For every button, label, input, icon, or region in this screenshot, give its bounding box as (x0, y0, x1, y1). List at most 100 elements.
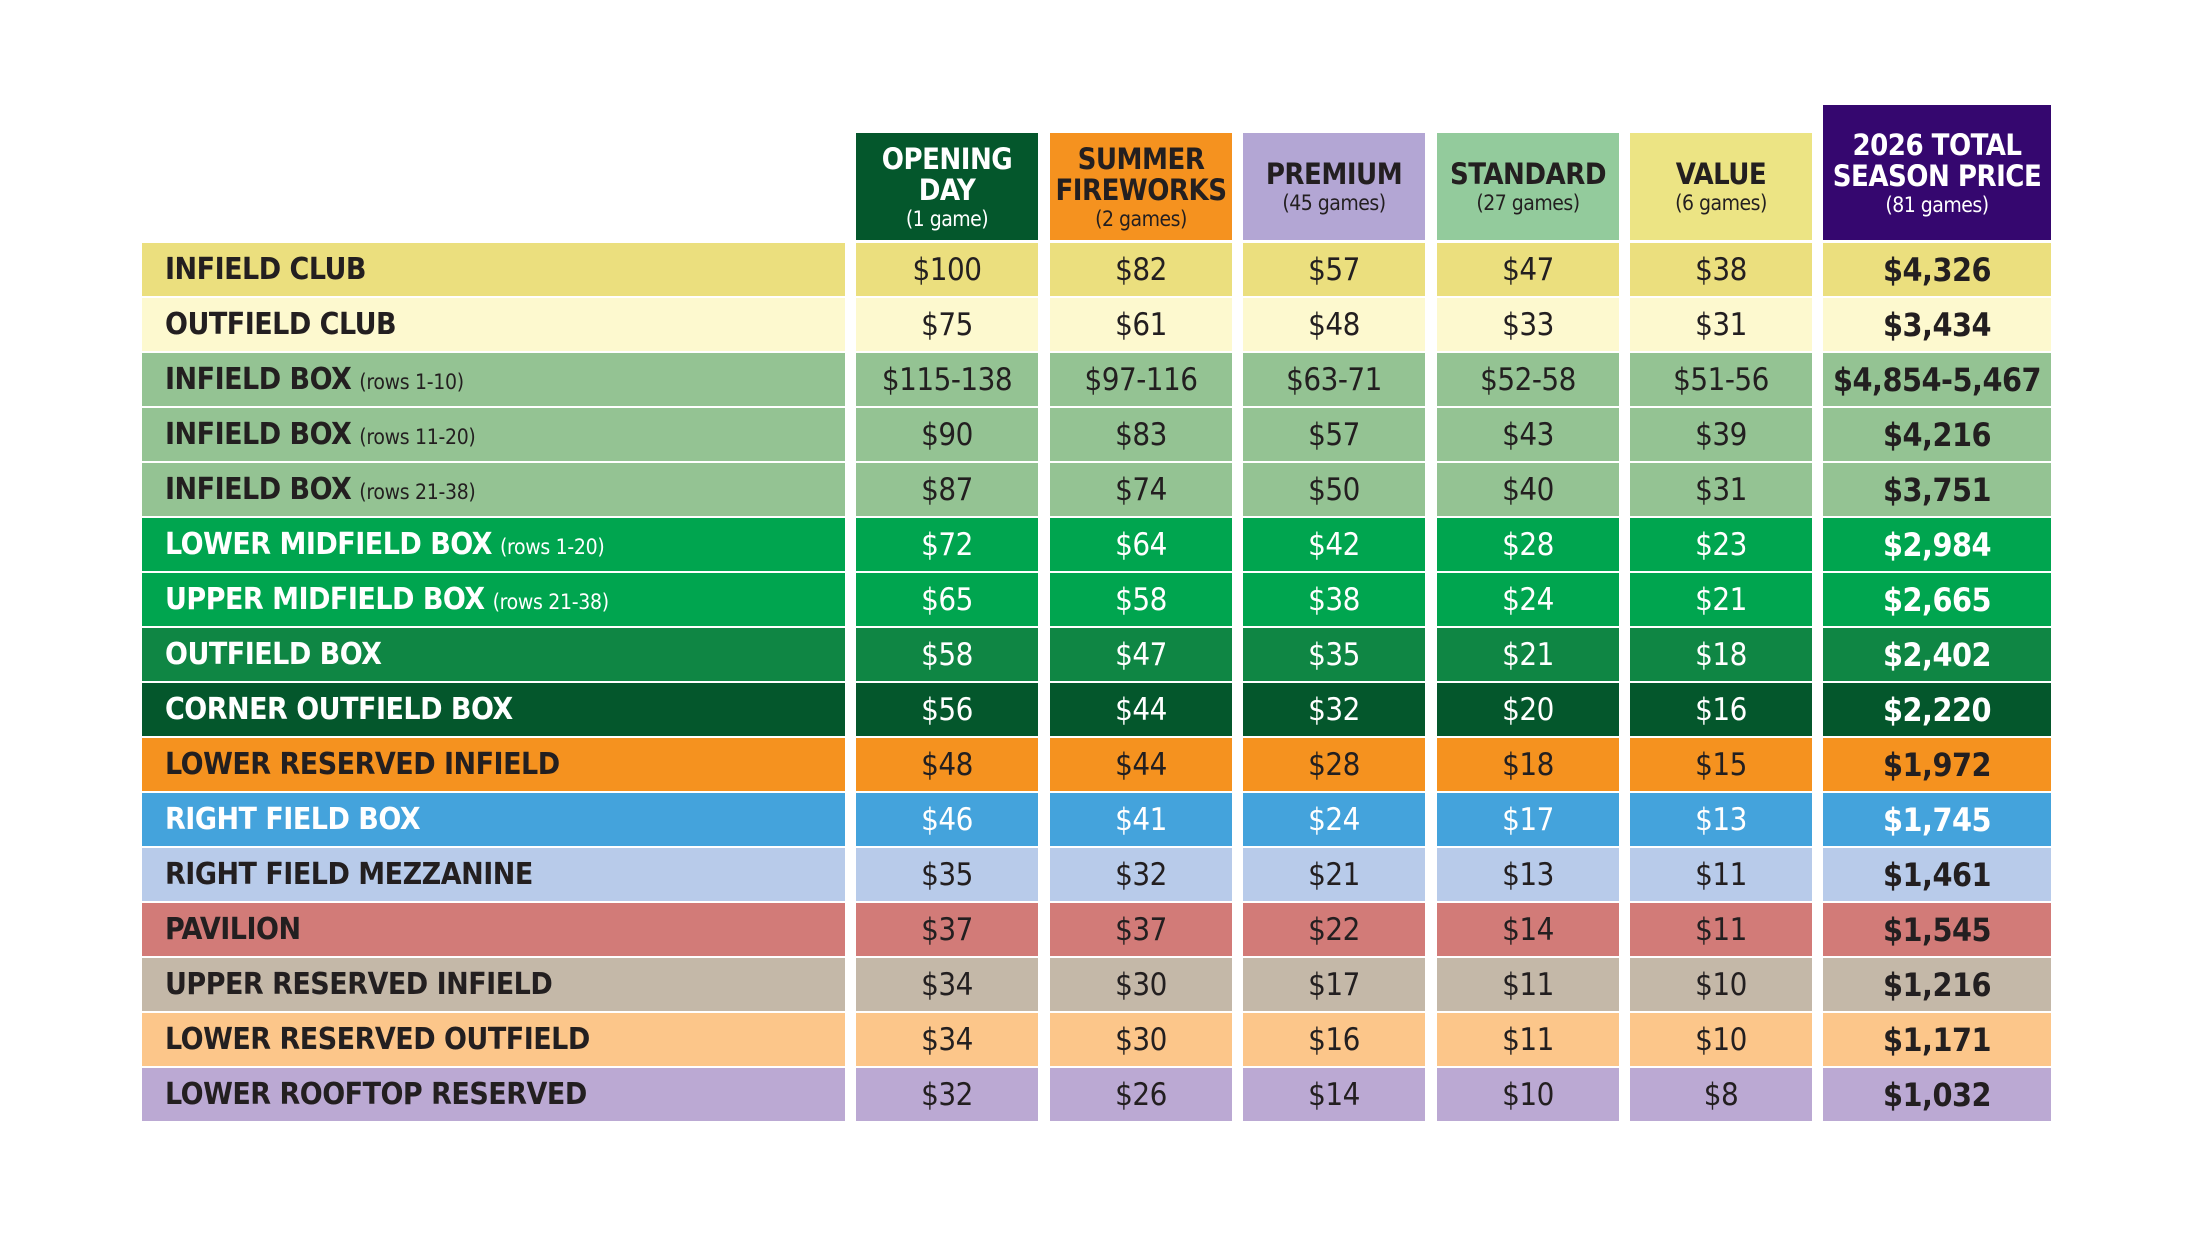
price-summer-fireworks: $44 (1050, 738, 1232, 791)
price-standard: $17 (1437, 793, 1619, 846)
price-premium: $38 (1243, 573, 1425, 626)
column-header-premium: PREMIUM (45 games) (1243, 133, 1425, 240)
column-header-standard: STANDARD (27 games) (1437, 133, 1619, 240)
price-opening-day: $100 (856, 243, 1038, 296)
section-name-label: CORNER OUTFIELD BOX (165, 692, 513, 727)
price-standard: $10 (1437, 1068, 1619, 1121)
price-premium: $21 (1243, 848, 1425, 901)
price-total: $3,434 (1823, 298, 2051, 351)
column-title-line: STANDARD (1450, 157, 1606, 191)
price-standard: $28 (1437, 518, 1619, 571)
column-subtitle: (2 games) (1095, 206, 1187, 231)
section-name: OUTFIELD BOX (142, 628, 845, 681)
price-premium: $42 (1243, 518, 1425, 571)
section-name: INFIELD BOX (rows 1-10) (142, 353, 845, 406)
price-summer-fireworks: $58 (1050, 573, 1232, 626)
price-total: $1,032 (1823, 1068, 2051, 1121)
section-name: LOWER MIDFIELD BOX (rows 1-20) (142, 518, 845, 571)
price-standard: $14 (1437, 903, 1619, 956)
price-opening-day: $56 (856, 683, 1038, 736)
price-standard: $24 (1437, 573, 1619, 626)
section-name: PAVILION (142, 903, 845, 956)
price-total: $4,854-5,467 (1823, 353, 2051, 406)
price-value: $38 (1630, 243, 1812, 296)
price-value: $18 (1630, 628, 1812, 681)
column-title-line: PREMIUM (1265, 157, 1403, 191)
section-name: RIGHT FIELD MEZZANINE (142, 848, 845, 901)
column-header-summer-fireworks: SUMMER FIREWORKS (2 games) (1050, 133, 1232, 240)
price-opening-day: $34 (856, 1013, 1038, 1066)
section-name-label: INFIELD BOX (165, 472, 352, 507)
price-premium: $57 (1243, 243, 1425, 296)
price-standard: $52-58 (1437, 353, 1619, 406)
price-premium: $24 (1243, 793, 1425, 846)
section-name: INFIELD CLUB (142, 243, 845, 296)
price-premium: $14 (1243, 1068, 1425, 1121)
column-title-line: SUMMER (1077, 141, 1205, 176)
column-subtitle: (81 games) (1885, 192, 1989, 217)
price-value: $15 (1630, 738, 1812, 791)
price-total: $1,171 (1823, 1013, 2051, 1066)
price-value: $10 (1630, 1013, 1812, 1066)
price-total: $1,745 (1823, 793, 2051, 846)
section-name: UPPER MIDFIELD BOX (rows 21-38) (142, 573, 845, 626)
section-name: LOWER RESERVED INFIELD (142, 738, 845, 791)
price-value: $10 (1630, 958, 1812, 1011)
price-value: $16 (1630, 683, 1812, 736)
price-summer-fireworks: $82 (1050, 243, 1232, 296)
price-opening-day: $32 (856, 1068, 1038, 1121)
price-opening-day: $58 (856, 628, 1038, 681)
section-rows-note: (rows 11-20) (359, 424, 476, 449)
price-value: $23 (1630, 518, 1812, 571)
price-total: $1,972 (1823, 738, 2051, 791)
price-standard: $11 (1437, 958, 1619, 1011)
section-name: RIGHT FIELD BOX (142, 793, 845, 846)
price-opening-day: $46 (856, 793, 1038, 846)
column-title-line: SEASON PRICE (1832, 158, 2042, 193)
price-summer-fireworks: $97-116 (1050, 353, 1232, 406)
price-premium: $28 (1243, 738, 1425, 791)
column-title-line: VALUE (1675, 157, 1767, 191)
price-opening-day: $75 (856, 298, 1038, 351)
price-value: $21 (1630, 573, 1812, 626)
price-opening-day: $72 (856, 518, 1038, 571)
section-name-label: RIGHT FIELD MEZZANINE (165, 857, 533, 892)
section-name: LOWER RESERVED OUTFIELD (142, 1013, 845, 1066)
price-summer-fireworks: $37 (1050, 903, 1232, 956)
price-value: $11 (1630, 848, 1812, 901)
section-name-label: LOWER RESERVED INFIELD (165, 747, 560, 782)
price-opening-day: $87 (856, 463, 1038, 516)
price-premium: $17 (1243, 958, 1425, 1011)
section-name-label: RIGHT FIELD BOX (165, 802, 421, 837)
price-summer-fireworks: $61 (1050, 298, 1232, 351)
price-standard: $13 (1437, 848, 1619, 901)
section-name-label: UPPER RESERVED INFIELD (165, 967, 553, 1002)
price-value: $8 (1630, 1068, 1812, 1121)
section-name-label: LOWER MIDFIELD BOX (165, 527, 492, 562)
price-value: $39 (1630, 408, 1812, 461)
price-standard: $47 (1437, 243, 1619, 296)
column-title-line: OPENING (881, 141, 1013, 176)
price-summer-fireworks: $64 (1050, 518, 1232, 571)
column-subtitle: (1 game) (905, 206, 989, 231)
price-total: $4,216 (1823, 408, 2051, 461)
column-header-total: 2026 TOTAL SEASON PRICE (81 games) (1823, 105, 2051, 240)
price-standard: $18 (1437, 738, 1619, 791)
price-total: $2,220 (1823, 683, 2051, 736)
section-rows-note: (rows 21-38) (359, 479, 476, 504)
price-summer-fireworks: $32 (1050, 848, 1232, 901)
price-premium: $35 (1243, 628, 1425, 681)
price-total: $4,326 (1823, 243, 2051, 296)
price-total: $2,665 (1823, 573, 2051, 626)
section-name-label: OUTFIELD BOX (165, 637, 382, 672)
price-standard: $40 (1437, 463, 1619, 516)
price-premium: $22 (1243, 903, 1425, 956)
column-subtitle: (27 games) (1476, 191, 1580, 215)
column-subtitle: (45 games) (1282, 191, 1386, 215)
section-name: INFIELD BOX (rows 21-38) (142, 463, 845, 516)
price-summer-fireworks: $30 (1050, 1013, 1232, 1066)
price-standard: $33 (1437, 298, 1619, 351)
section-name: OUTFIELD CLUB (142, 298, 845, 351)
price-summer-fireworks: $83 (1050, 408, 1232, 461)
column-title-line: DAY (918, 172, 976, 207)
